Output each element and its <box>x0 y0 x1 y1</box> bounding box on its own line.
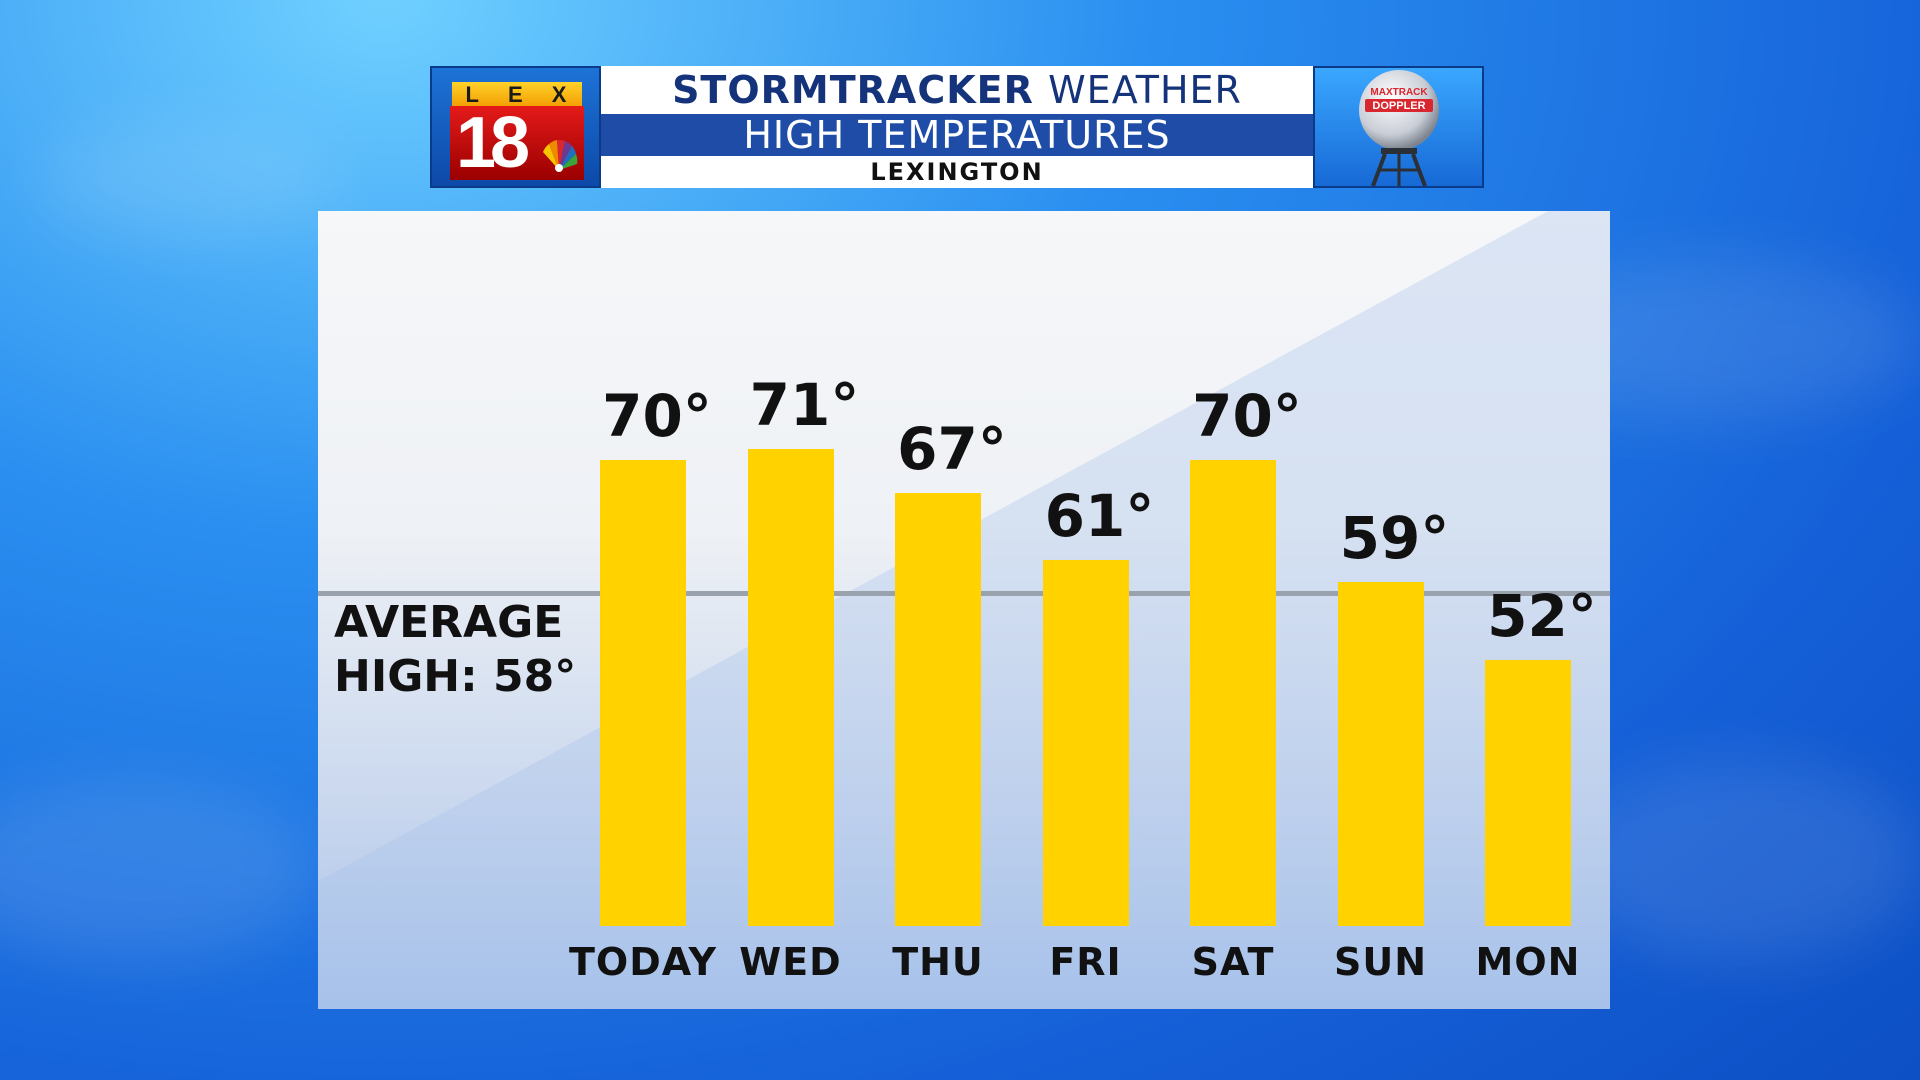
peacock-icon <box>543 139 578 172</box>
logo-letter-l: L <box>465 82 481 107</box>
title-light: WEATHER <box>1048 68 1242 112</box>
category-label-sat: SAT <box>1191 940 1275 984</box>
title-box: STORMTRACKER WEATHER HIGH TEMPERATURES L… <box>601 66 1313 188</box>
radar-tower-icon: MAXTRACK DOPPLER <box>1359 70 1439 187</box>
value-label-sat: 70° <box>1192 381 1302 450</box>
title-bold: STORMTRACKER <box>672 68 1034 112</box>
bar-thu <box>895 493 981 926</box>
radar-text-1: MAXTRACK <box>1370 87 1428 98</box>
radar-text-2: DOPPLER <box>1372 100 1425 112</box>
location-label: LEXINGTON <box>870 158 1044 186</box>
bar-fri <box>1042 559 1129 926</box>
category-label-fri: FRI <box>1049 940 1122 984</box>
header-banner: L E X 18 STORMTRACKER WEATHER HIGH TEMPE… <box>430 66 1484 188</box>
value-label-mon: 52° <box>1487 581 1597 650</box>
logo-letter-x: X <box>551 82 569 107</box>
category-label-sun: SUN <box>1333 940 1428 984</box>
chart-subtitle: HIGH TEMPERATURES <box>601 114 1313 156</box>
value-label-fri: 61° <box>1044 481 1155 550</box>
bar-wed <box>747 448 834 926</box>
value-label-wed: 71° <box>749 370 860 439</box>
station-logo: L E X 18 <box>430 66 601 188</box>
value-label-thu: 67° <box>897 415 1007 484</box>
bar-mon <box>1485 659 1571 926</box>
bar-today <box>600 459 686 926</box>
bar-sun <box>1337 581 1424 926</box>
chart-panel: AVERAGE HIGH: 58° 70° TODAY 71° WED 67° THU 61… <box>318 211 1610 1009</box>
category-label-wed: WED <box>739 940 842 984</box>
category-label-mon: MON <box>1475 940 1581 984</box>
logo-number: 18 <box>450 106 584 180</box>
logo-letter-e: E <box>508 82 525 107</box>
radar-logo: MAXTRACK DOPPLER <box>1313 66 1484 188</box>
page-title: STORMTRACKER WEATHER <box>601 68 1313 112</box>
category-label-today: TODAY <box>568 940 718 984</box>
category-label-thu: THU <box>892 940 984 984</box>
bar-sat <box>1190 459 1276 926</box>
value-label-today: 70° <box>602 381 712 450</box>
logo-letters: L E X <box>452 82 582 108</box>
value-label-sun: 59° <box>1339 503 1450 572</box>
average-high-label: AVERAGE HIGH: 58° <box>334 597 577 702</box>
